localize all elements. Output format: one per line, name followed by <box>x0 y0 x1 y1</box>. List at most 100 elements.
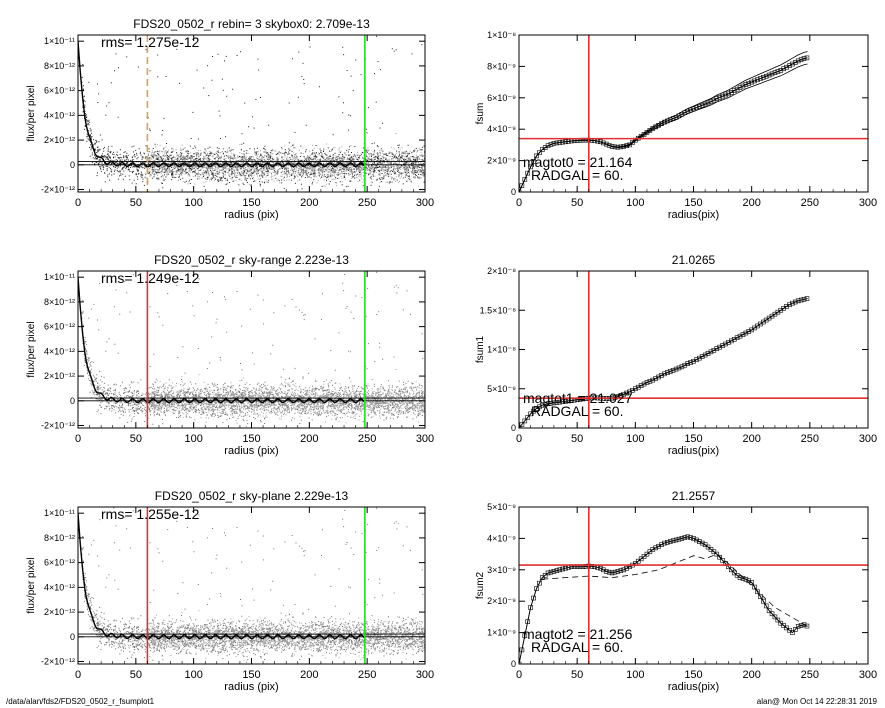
data-point <box>554 400 560 405</box>
x-tick-label: 50 <box>571 669 583 681</box>
y-tick-label: 8×10⁻¹² <box>44 297 75 307</box>
data-point <box>755 589 760 595</box>
y-tick-label: 0 <box>511 659 516 669</box>
rms-annotation: rms= 1.255e-12 <box>101 506 200 522</box>
y-tick-label: 4×10⁻⁹ <box>487 124 516 134</box>
x-tick-label: 0 <box>516 197 522 209</box>
data-point <box>627 142 632 148</box>
data-point <box>723 92 728 98</box>
data-point <box>673 115 679 120</box>
data-point <box>775 617 781 623</box>
data-point <box>621 391 627 397</box>
data-point <box>545 401 551 406</box>
x-tick-label: 200 <box>300 433 318 445</box>
x-tick-label: 150 <box>242 669 260 681</box>
data-point <box>778 68 784 73</box>
data-point <box>531 595 536 601</box>
data-point <box>528 411 533 417</box>
data-point <box>746 329 752 334</box>
data-point <box>554 568 560 573</box>
data-point <box>682 362 688 368</box>
x-tick-label: 50 <box>130 669 142 681</box>
y-tick-label: 4×10⁻¹² <box>44 582 75 592</box>
x-tick-label: 300 <box>859 433 877 445</box>
data-point <box>801 296 807 302</box>
data-point <box>624 143 629 148</box>
data-point <box>691 106 696 112</box>
data-point <box>641 554 647 559</box>
y-tick-label: -2×10⁻¹² <box>41 421 75 431</box>
data-point <box>676 113 682 119</box>
x-tick-label: 50 <box>571 433 583 445</box>
y-tick-label: 6×10⁻⁹ <box>487 93 516 103</box>
x-tick-label: 200 <box>742 669 760 681</box>
data-point <box>667 117 673 123</box>
data-point <box>737 333 743 339</box>
data-point <box>702 352 708 358</box>
y-tick-label: -2×10⁻¹² <box>41 657 75 667</box>
data-point <box>792 627 798 632</box>
data-point <box>656 122 661 128</box>
chart-title: 21.2557 <box>672 489 716 503</box>
data-point <box>522 633 528 639</box>
data-point <box>790 630 795 635</box>
data-point <box>522 418 528 424</box>
dashed-comparison-line <box>542 553 808 627</box>
y-tick-label: -2×10⁻¹² <box>41 185 75 195</box>
y-tick-label: 1×10⁻⁹ <box>487 628 516 638</box>
data-point <box>542 402 548 407</box>
data-point <box>694 105 699 110</box>
data-point <box>729 90 734 95</box>
y-tick-label: 3×10⁻⁹ <box>487 565 516 575</box>
data-point <box>537 150 542 156</box>
y-tick-label: 0 <box>70 632 75 642</box>
data-point <box>726 340 731 345</box>
data-point <box>670 538 676 544</box>
x-axis-label: radius(pix) <box>668 681 719 693</box>
data-point <box>711 97 717 103</box>
data-point <box>804 623 810 629</box>
y-tick-label: 6×10⁻¹² <box>44 322 75 332</box>
data-point <box>653 545 658 551</box>
y-tick-label: 2×10⁻⁹ <box>487 156 516 166</box>
x-tick-label: 250 <box>801 197 819 209</box>
y-axis-label: flux/per pixel <box>26 85 37 141</box>
data-point <box>539 575 545 580</box>
data-point <box>697 539 702 544</box>
data-point <box>801 56 807 61</box>
magtot-annotation: magtot2 = 21.256 <box>523 626 633 642</box>
y-tick-label: 2×10⁻¹² <box>44 607 75 617</box>
data-point <box>624 390 629 396</box>
data-point <box>714 96 720 101</box>
data-point <box>650 377 656 383</box>
data-point <box>708 349 714 355</box>
data-point <box>790 61 795 67</box>
data-point <box>534 406 539 411</box>
data-point <box>519 422 525 427</box>
data-point <box>781 66 786 72</box>
data-point <box>702 101 708 107</box>
data-point <box>665 118 670 124</box>
data-point <box>554 140 560 146</box>
x-tick-label: 50 <box>571 197 583 209</box>
data-point <box>606 142 612 148</box>
x-tick-label: 0 <box>75 197 81 209</box>
data-point <box>659 542 664 547</box>
data-point <box>717 95 722 100</box>
data-point <box>743 330 749 336</box>
data-point <box>662 119 667 125</box>
data-point <box>635 384 641 390</box>
data-point <box>656 543 661 549</box>
x-tick-label: 50 <box>130 433 142 445</box>
data-point <box>708 547 714 552</box>
data-point <box>694 357 699 363</box>
x-tick-label: 100 <box>184 433 202 445</box>
data-point <box>603 569 609 574</box>
plot-area <box>519 271 868 428</box>
data-point <box>551 400 557 406</box>
y-tick-label: 4×10⁻⁹ <box>487 533 516 543</box>
data-point <box>627 389 632 395</box>
